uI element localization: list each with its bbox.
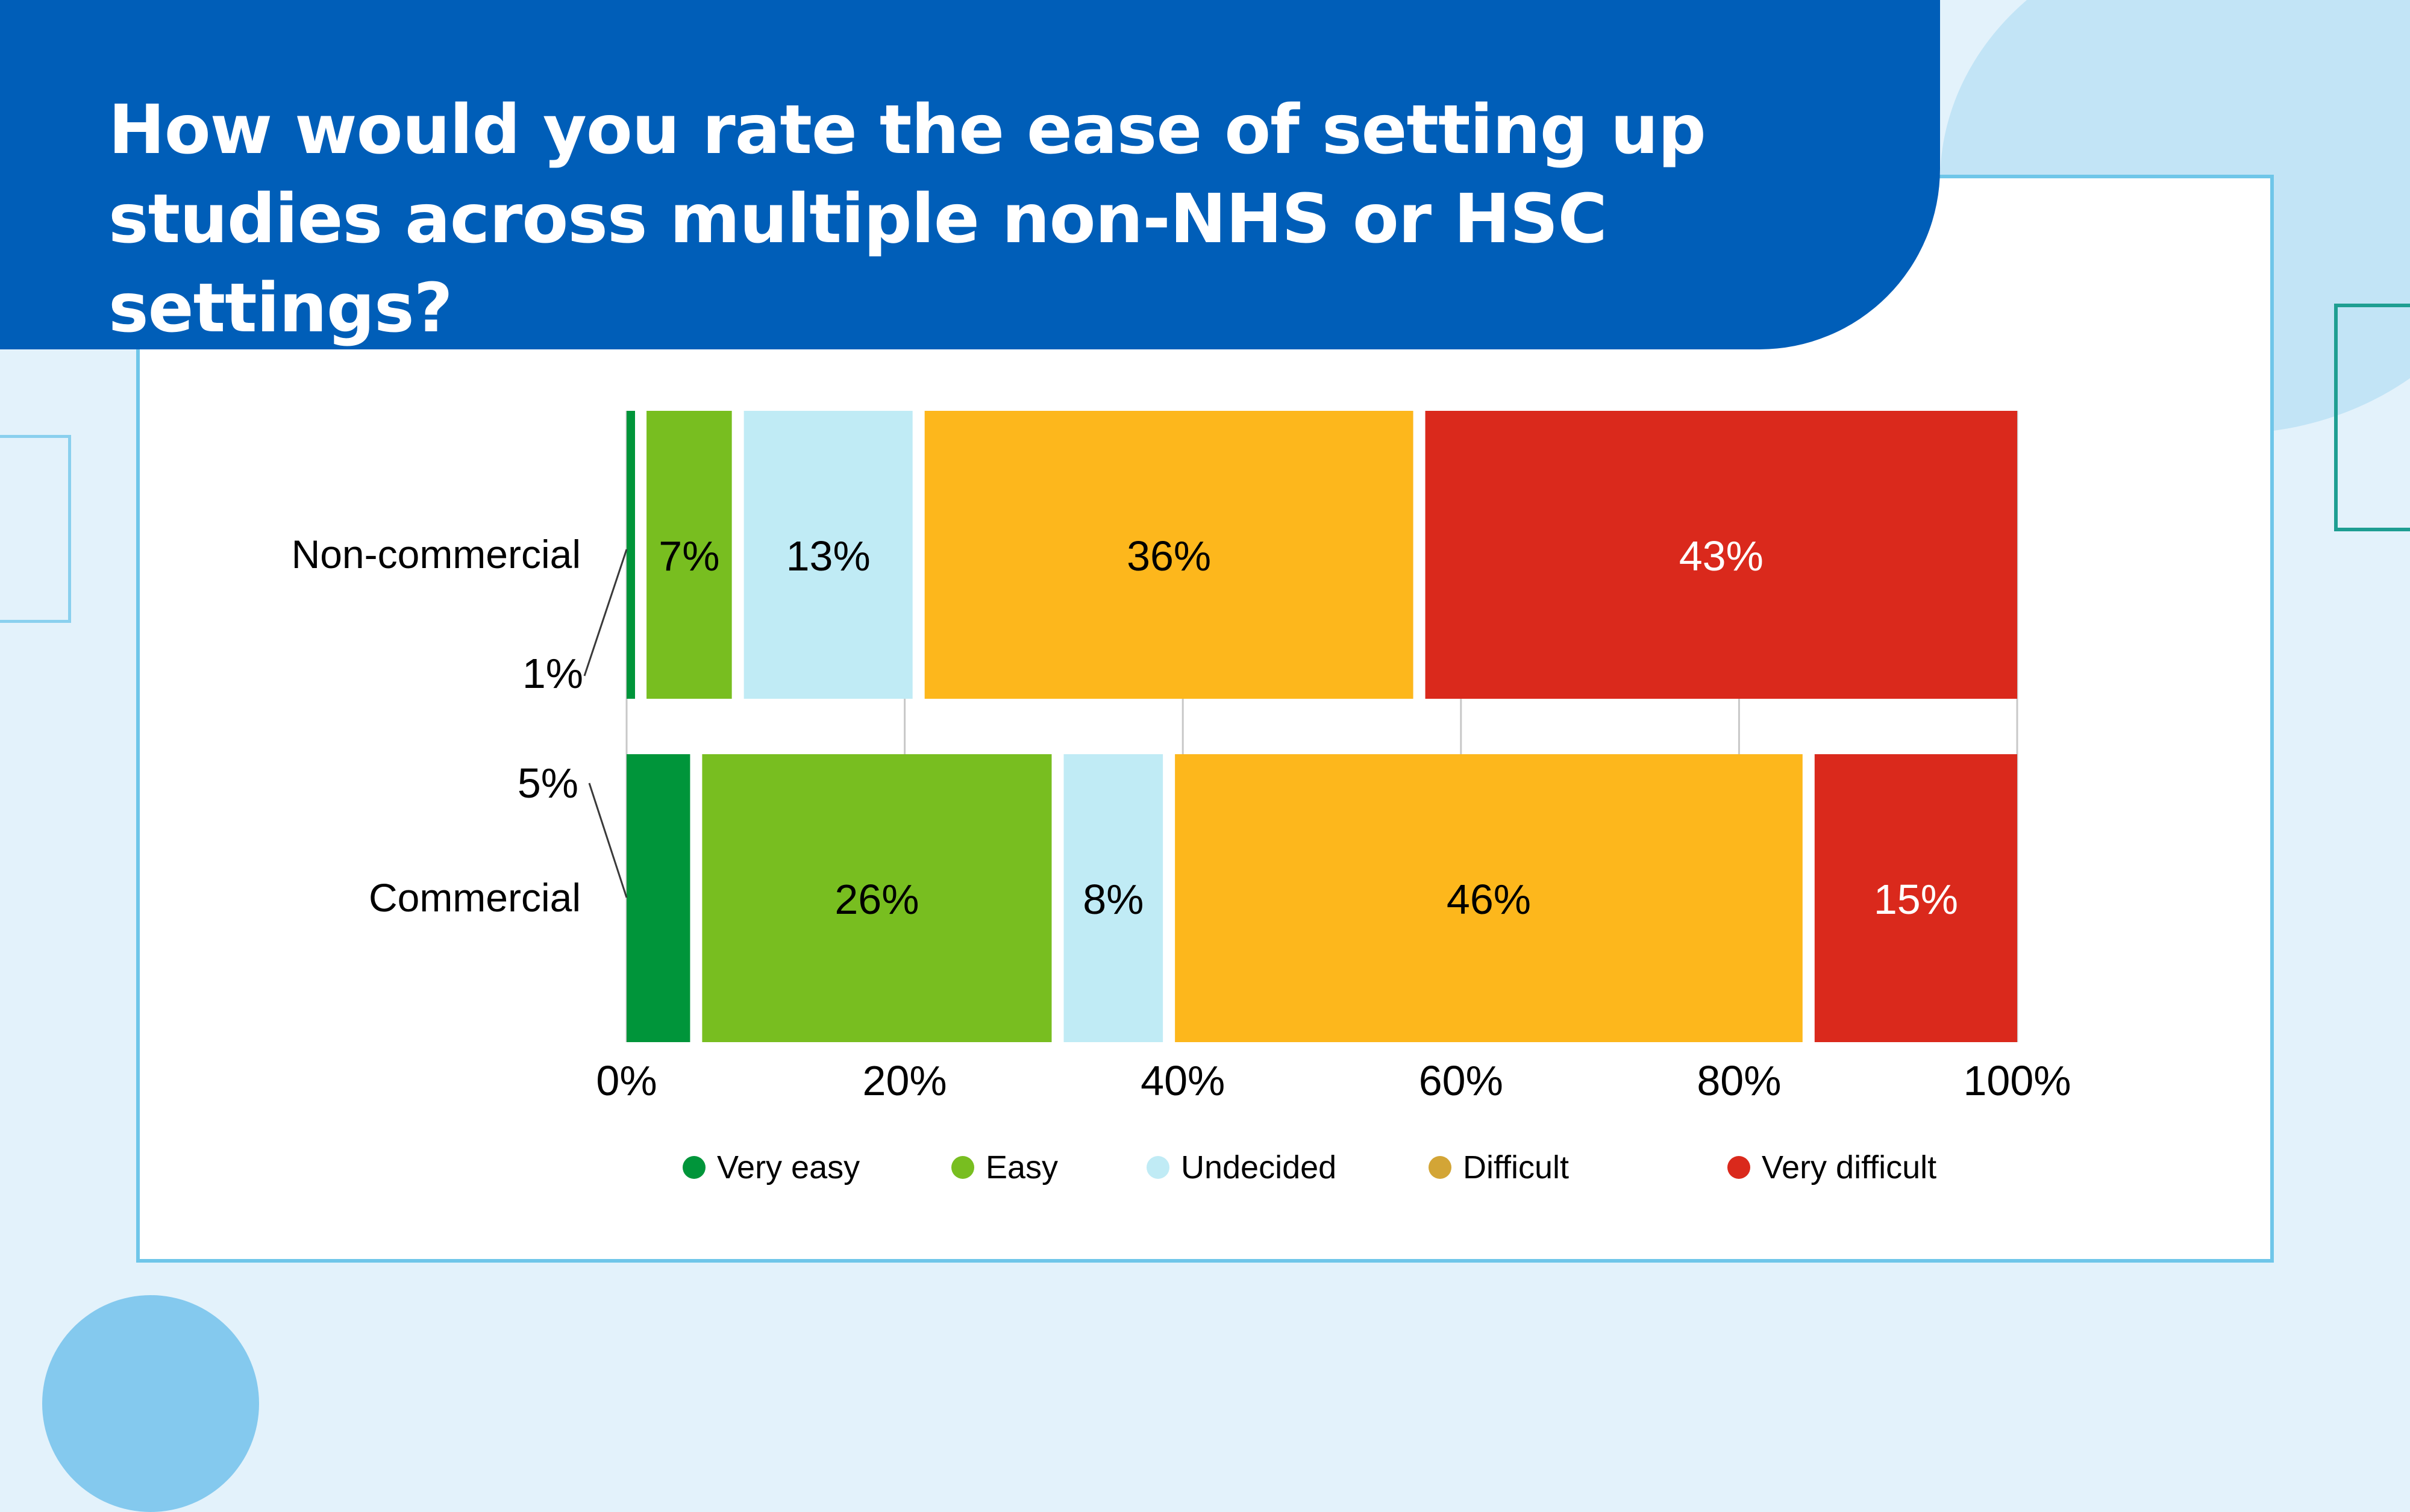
data-label: 26% [834,876,919,923]
bar-difficult [924,411,1413,699]
bar-undecided [743,411,913,699]
data-label-callout: 1% [522,650,583,697]
legend-marker [683,1156,706,1179]
x-tick-label: 20% [863,1057,947,1104]
background-frame-decoration [0,435,71,623]
callout-leader-line [583,549,628,676]
data-label: 13% [786,533,871,579]
bar-very-difficult [1425,411,2017,699]
callout-leader-line [588,783,628,898]
bar-very-easy [627,754,690,1042]
category-label: Non-commercial [292,532,581,576]
x-tick-label: 60% [1419,1057,1503,1104]
legend-label: Easy [986,1149,1058,1186]
data-label-callout: 5% [518,760,578,807]
data-label: 46% [1447,876,1531,923]
bar-undecided [1063,754,1163,1042]
bar-easy [702,754,1052,1042]
x-tick-label: 80% [1697,1057,1781,1104]
legend-label: Very easy [717,1149,860,1186]
legend-marker [1727,1156,1750,1179]
stacked-bar-chart: 0% 20% 40% 60% 80% 100% Non-commercial Commerci… [292,411,2071,1186]
data-label: 15% [1874,876,1958,923]
background-frame-decoration [2334,304,2410,531]
data-label: 8% [1083,876,1144,923]
bars [627,411,2017,1042]
legend: Very easy Easy Undecided Difficult Very diff… [683,1149,1936,1186]
legend-marker [951,1156,974,1179]
x-tick-label: 40% [1141,1057,1225,1104]
labels: 0% 20% 40% 60% 80% 100% Non-commercial Commerci… [292,532,2071,1104]
data-label: 36% [1127,533,1211,579]
bar-very-easy [627,411,635,699]
bar-very-difficult [1814,754,2017,1042]
title-banner: How would you rate the ease of setting u… [0,0,1940,349]
category-label: Commercial [369,875,581,920]
x-tick-label: 0% [596,1057,657,1104]
data-label: 43% [1679,533,1764,579]
bar-difficult [1175,754,1803,1042]
legend-label: Very difficult [1762,1149,1936,1186]
legend-label: Undecided [1181,1149,1336,1186]
chart-title: How would you rate the ease of setting u… [108,91,1706,348]
x-tick-label: 100% [1963,1057,2071,1104]
bar-easy [646,411,732,699]
legend-marker [1147,1156,1169,1179]
legend-label: Difficult [1463,1149,1569,1186]
legend-marker [1429,1156,1451,1179]
data-label: 7% [659,533,719,579]
